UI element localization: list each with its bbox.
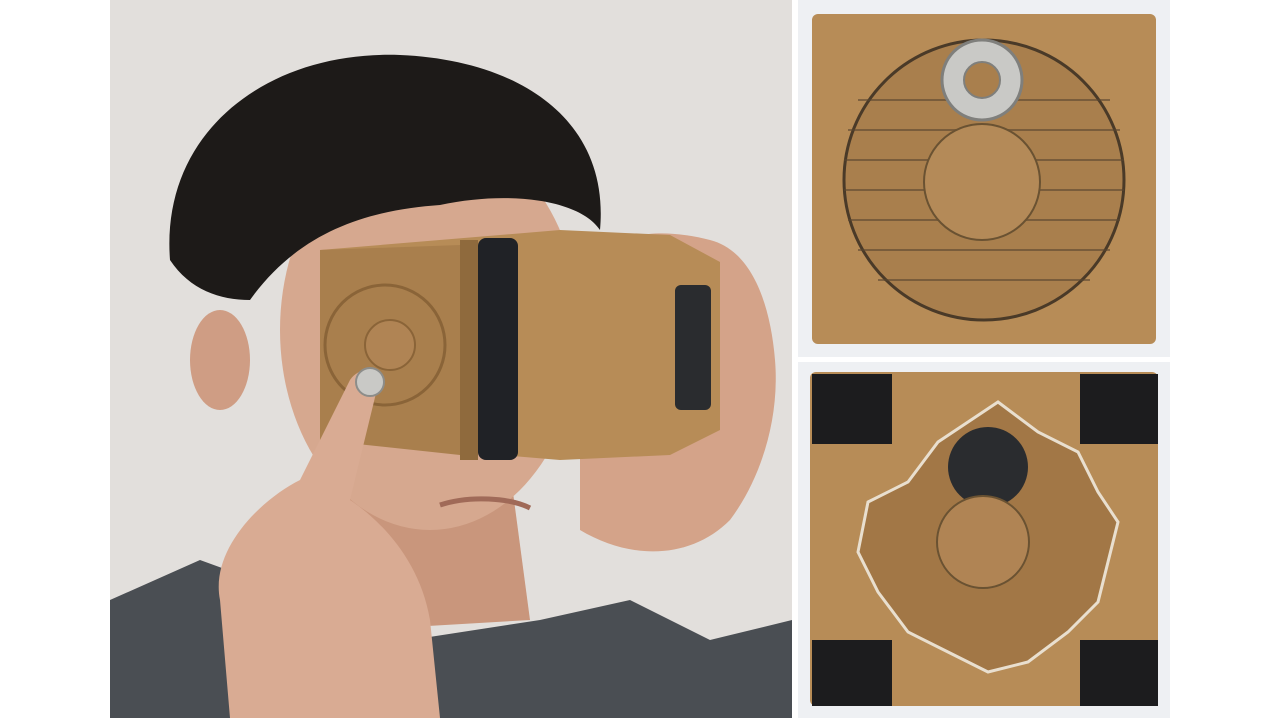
- viewer-corrugated-edge: [460, 240, 478, 460]
- inner-disc: [937, 496, 1029, 588]
- ring-magnet-hole: [964, 62, 1000, 98]
- ring-magnet-on-viewer: [356, 368, 384, 396]
- photo-person-with-cardboard-viewer: [110, 0, 792, 718]
- velcro-bottom-right: [1080, 640, 1158, 706]
- photo-cardboard-panel-ring-magnet: [798, 0, 1170, 357]
- inner-disc: [924, 124, 1040, 240]
- photo-cardboard-panel-disc-magnet-image: [798, 362, 1170, 718]
- photo-cardboard-panel-disc-magnet: [798, 362, 1170, 718]
- velcro-top-left: [812, 374, 892, 444]
- viewer-front-window: [675, 285, 711, 410]
- velcro-bottom-left: [812, 640, 892, 706]
- phone-in-viewer: [478, 238, 518, 460]
- photo-cardboard-panel-ring-magnet-image: [798, 0, 1170, 357]
- viewer-side-hole: [365, 320, 415, 370]
- velcro-top-right: [1080, 374, 1158, 444]
- ear: [190, 310, 250, 410]
- disc-magnet: [948, 427, 1028, 507]
- photo-person-with-cardboard-viewer-image: [110, 0, 792, 718]
